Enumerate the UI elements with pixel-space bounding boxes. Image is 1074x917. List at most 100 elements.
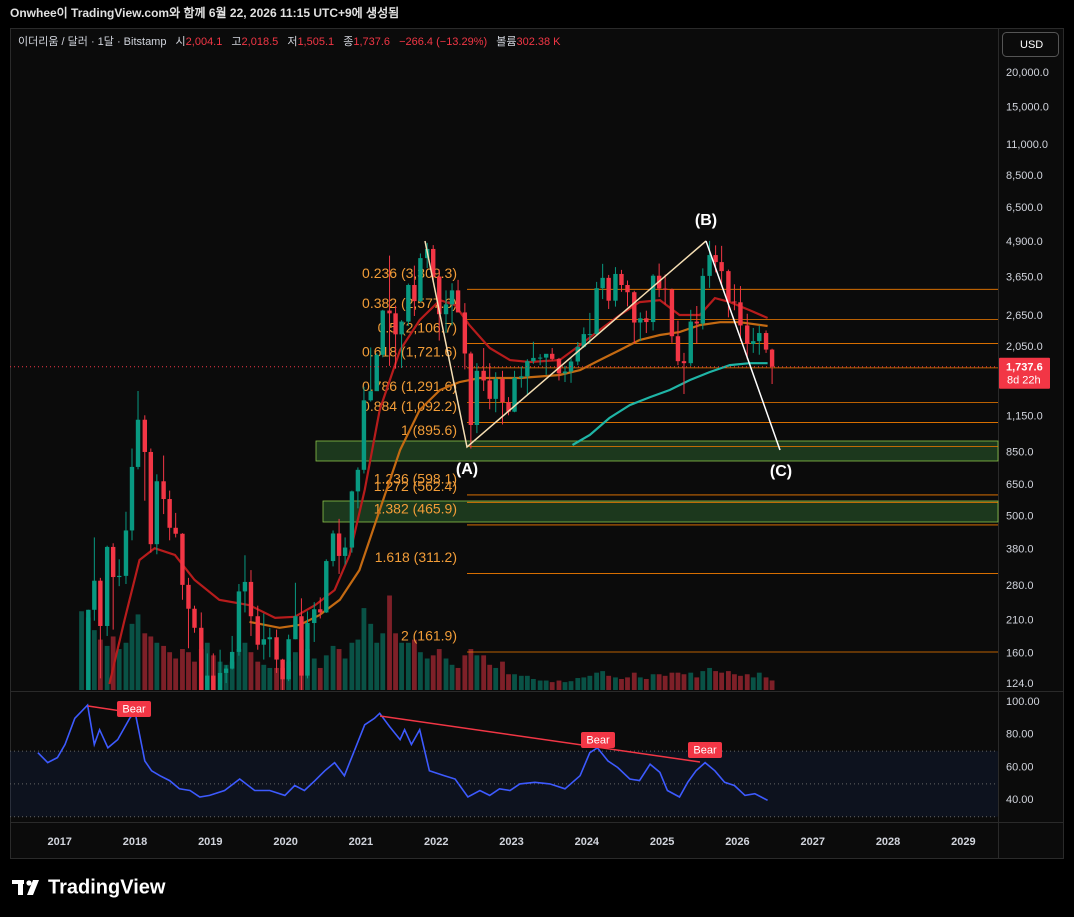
volume-bar bbox=[756, 672, 762, 690]
volume-bar bbox=[186, 652, 191, 690]
candle-body bbox=[738, 302, 743, 326]
candle-body bbox=[644, 318, 649, 323]
volume-bar bbox=[430, 655, 436, 690]
candle-body bbox=[500, 378, 505, 403]
candle-body bbox=[342, 547, 348, 556]
candle-body bbox=[380, 310, 385, 355]
y-tick-label: 1,150.0 bbox=[1006, 410, 1043, 422]
wave-line bbox=[705, 240, 781, 451]
volume-bar bbox=[274, 667, 279, 690]
zone bbox=[315, 440, 999, 462]
volume-bar bbox=[530, 678, 536, 690]
fib-label: 0.236 (3,309.3) bbox=[362, 265, 457, 281]
candle-body bbox=[349, 491, 355, 548]
volume-bar bbox=[405, 642, 411, 690]
candle-body bbox=[455, 290, 461, 313]
logo-part bbox=[26, 880, 32, 886]
volume-bar bbox=[556, 680, 562, 690]
candle-body bbox=[361, 400, 367, 470]
volume-bar bbox=[750, 677, 756, 690]
candle-body bbox=[531, 357, 536, 362]
candle-body bbox=[135, 419, 141, 467]
volume-bar bbox=[581, 677, 587, 690]
candle-body bbox=[468, 353, 474, 426]
candle-body bbox=[619, 273, 624, 286]
candle-body bbox=[355, 469, 361, 492]
volume-bar bbox=[537, 680, 543, 690]
volume-bar bbox=[474, 655, 480, 690]
candle-body bbox=[192, 608, 197, 628]
candle-body bbox=[713, 255, 718, 263]
candle-body bbox=[324, 561, 329, 613]
candle-body bbox=[104, 546, 110, 626]
candle-body bbox=[318, 609, 323, 613]
candle-body bbox=[512, 377, 517, 412]
logo-part bbox=[27, 880, 39, 895]
x-tick-label: 2022 bbox=[424, 836, 448, 848]
candle-body bbox=[217, 672, 223, 690]
rsi-line bbox=[37, 703, 768, 802]
fib-label: 1 (895.6) bbox=[401, 422, 457, 438]
candle-body bbox=[707, 255, 712, 276]
volume-bar bbox=[675, 672, 681, 690]
volume-bar bbox=[330, 645, 336, 690]
candle-body bbox=[757, 333, 762, 342]
candle-body bbox=[431, 248, 436, 277]
candle-body bbox=[669, 289, 675, 337]
volume-bar bbox=[656, 674, 662, 690]
bear-label: Bear bbox=[693, 744, 717, 756]
candle-body bbox=[412, 285, 417, 302]
candle-body bbox=[662, 288, 668, 290]
volume-bar bbox=[688, 672, 694, 690]
volume-bar bbox=[512, 674, 517, 690]
candle-body bbox=[462, 312, 468, 354]
volume-bar bbox=[449, 664, 455, 690]
candle-body bbox=[694, 321, 699, 324]
candle-body bbox=[525, 361, 530, 377]
candle-body bbox=[751, 341, 756, 344]
currency-button[interactable] bbox=[1002, 32, 1059, 57]
volume-bar bbox=[342, 658, 348, 690]
y-tick-label: 280.0 bbox=[1006, 580, 1034, 592]
candle-body bbox=[638, 318, 643, 323]
wave-label: (C) bbox=[770, 463, 792, 480]
volume-bar bbox=[462, 655, 468, 690]
volume-bar bbox=[393, 633, 398, 690]
x-tick-label: 2017 bbox=[47, 836, 71, 848]
volume-bar bbox=[700, 671, 706, 690]
candle-body bbox=[92, 580, 97, 610]
volume-bar bbox=[236, 649, 242, 690]
y-tick-label: 11,000.0 bbox=[1006, 139, 1048, 151]
volume-bar bbox=[669, 672, 675, 690]
price-tag-label: 1,737.6 bbox=[1006, 362, 1043, 374]
candle-body bbox=[769, 349, 775, 367]
y-tick-label: 20,000.0 bbox=[1006, 67, 1049, 79]
y-tick-label: 3,650.0 bbox=[1006, 271, 1043, 283]
candle-body bbox=[255, 616, 260, 645]
volume-bar bbox=[518, 675, 524, 690]
candle-body bbox=[399, 321, 404, 335]
candle-body bbox=[368, 391, 373, 401]
candle-body bbox=[167, 499, 172, 528]
candle-body bbox=[562, 371, 568, 374]
fib-label: 0.884 (1,092.2) bbox=[362, 398, 457, 414]
currency-label[interactable]: USD bbox=[1020, 39, 1043, 51]
brand-logo: TradingView bbox=[12, 876, 166, 898]
candle-body bbox=[650, 275, 656, 323]
candle-body bbox=[568, 361, 574, 372]
volume-bar bbox=[374, 642, 380, 690]
bear-badge bbox=[688, 742, 722, 758]
fib-layer: 0.236 (3,309.3)0.382 (2,577.6)0.5 (2,106… bbox=[362, 265, 998, 653]
candle-body bbox=[148, 451, 154, 545]
candle-body bbox=[248, 581, 254, 617]
volume-bar bbox=[355, 639, 361, 690]
candle-body bbox=[449, 290, 455, 305]
volume-bar bbox=[744, 674, 750, 690]
volume-bar bbox=[311, 658, 317, 690]
bear-badge bbox=[117, 701, 151, 717]
volume-bar bbox=[562, 682, 568, 690]
candle-body bbox=[406, 285, 411, 322]
volume-bar bbox=[694, 677, 700, 690]
moving-average bbox=[249, 321, 768, 629]
